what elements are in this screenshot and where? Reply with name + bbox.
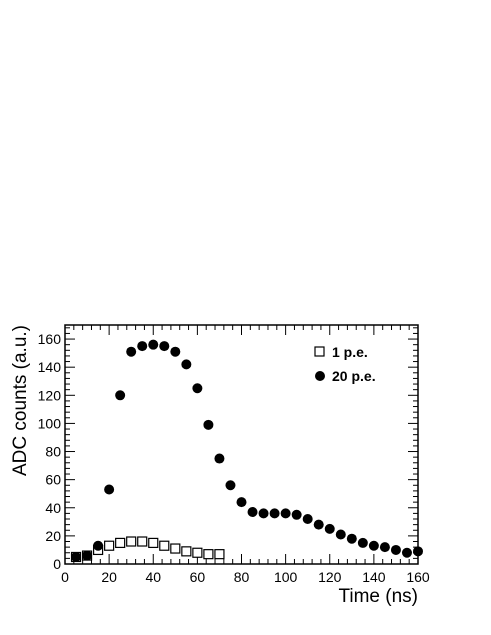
x-axis-title: Time (ns) [338, 586, 418, 607]
x-tick-label: 100 [274, 569, 298, 585]
data-point-20pe [115, 390, 126, 401]
x-tick-label: 140 [362, 569, 386, 585]
plot-frame [64, 324, 419, 565]
data-point-1pe [159, 540, 170, 551]
data-point-20pe [225, 480, 236, 491]
y-tick-label: 40 [45, 500, 61, 516]
data-point-20pe [324, 523, 335, 534]
x-tick-label: 0 [61, 569, 69, 585]
y-tick-label: 60 [45, 472, 61, 488]
legend-marker-1pe [314, 346, 325, 357]
x-tick-label: 80 [234, 569, 250, 585]
legend-label-20pe: 20 p.e. [332, 368, 376, 384]
data-point-1pe [181, 546, 192, 557]
data-point-20pe [192, 383, 203, 394]
data-point-20pe [335, 529, 346, 540]
data-point-20pe [390, 544, 401, 555]
legend-label-1pe: 1 p.e. [332, 344, 368, 360]
data-point-20pe [401, 547, 412, 558]
data-point-20pe [203, 419, 214, 430]
tick-labels: 0 20 40 60 80 100 120 140 160 0 20 40 60 80 100 120 140 1… [38, 331, 430, 585]
data-point-20pe [236, 497, 247, 508]
data-point-20pe [104, 484, 115, 495]
data-marks [70, 339, 423, 563]
data-point-20pe [368, 540, 379, 551]
data-point-1pe [214, 549, 225, 560]
y-tick-label: 160 [38, 331, 62, 347]
data-point-20pe [137, 341, 148, 352]
y-tick-label: 100 [38, 415, 62, 431]
y-tick-label: 140 [38, 359, 62, 375]
data-point-1pe [203, 549, 214, 560]
data-point-20pe [280, 508, 291, 519]
y-axis-title: ADC counts (a.u.) [10, 325, 31, 476]
y-tick-label: 20 [45, 528, 61, 544]
data-point-1pe [170, 543, 181, 554]
data-point-20pe [413, 546, 423, 557]
x-tick-label: 40 [145, 569, 161, 585]
data-point-20pe [313, 519, 324, 530]
legend-marker-20pe [315, 371, 325, 381]
y-tick-label: 0 [53, 556, 61, 572]
axis-ticks [64, 325, 419, 565]
data-point-1pe [104, 540, 115, 551]
data-point-1pe [126, 536, 137, 547]
data-point-1pe [137, 536, 148, 547]
data-point-20pe [379, 542, 390, 553]
data-point-20pe [126, 346, 137, 357]
data-point-20pe [258, 508, 269, 519]
y-tick-label: 120 [38, 387, 62, 403]
data-point-20pe [181, 359, 192, 370]
x-tick-label: 120 [318, 569, 342, 585]
data-point-20pe [357, 537, 368, 548]
data-point-1pe [115, 537, 126, 549]
data-point-20pe [302, 514, 313, 525]
data-point-20pe [148, 339, 159, 350]
x-tick-label: 20 [101, 569, 117, 585]
data-point-20pe [214, 453, 225, 464]
x-tick-label: 60 [190, 569, 206, 585]
data-point-20pe [291, 509, 302, 520]
y-tick-label: 80 [45, 444, 61, 460]
data-point-20pe [82, 550, 93, 561]
data-point-1pe [148, 537, 159, 549]
data-point-20pe [93, 540, 104, 551]
x-tick-label: 160 [406, 569, 430, 585]
data-point-20pe [170, 346, 181, 357]
data-point-1pe [192, 547, 203, 558]
data-point-20pe [269, 508, 280, 519]
data-point-20pe [346, 533, 357, 544]
data-point-20pe [71, 551, 82, 562]
data-point-20pe [247, 506, 258, 517]
data-point-20pe [159, 341, 170, 352]
legend: 1 p.e. 20 p.e. [314, 344, 376, 384]
